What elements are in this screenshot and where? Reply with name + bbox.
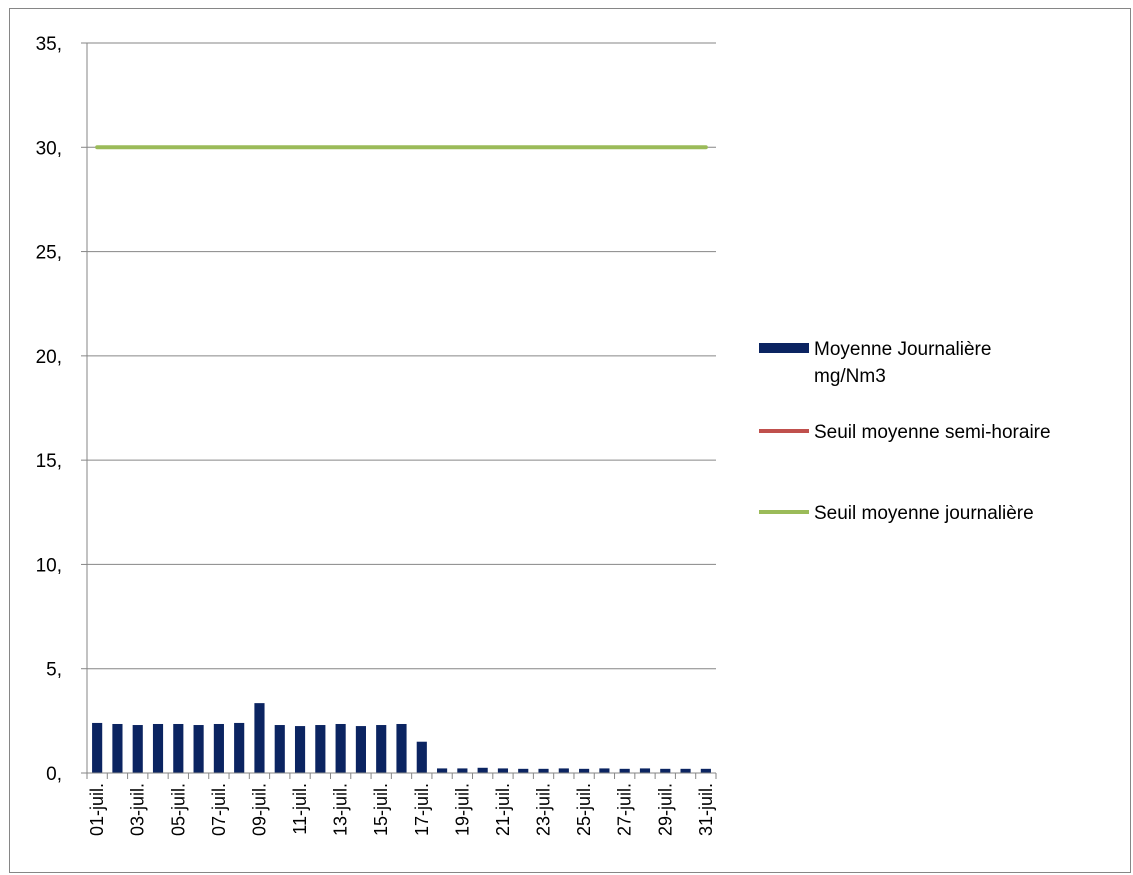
bar [497,768,509,773]
bar [315,725,326,773]
bar [132,725,143,773]
bar [639,768,651,773]
legend-label: Moyenne Journalière [814,339,991,360]
gridlines [87,42,716,670]
bar [599,768,610,773]
bar [619,768,630,773]
legend-item: Seuil moyenne semi-horaire [759,422,1051,443]
bar [213,723,224,773]
legend-swatch [759,343,809,353]
bar [376,725,387,773]
bar [558,768,569,773]
legend-label: Seuil moyenne semi-horaire [814,422,1051,443]
x-tick-label: 31-juil. [696,783,716,836]
y-tick-label: 15, [36,451,62,472]
x-tick-label: 09-juil. [249,783,269,836]
x-tick-label: 29-juil. [655,783,675,836]
x-tick-label: 01-juil. [87,783,107,836]
bar-series [92,703,711,773]
bar [335,723,346,773]
bar [680,768,691,773]
y-tick-labels: 0, 5, 10, 15, 20, 25, 30, 35, [36,34,62,785]
bar [416,741,427,773]
x-tick-label: 25-juil. [574,783,594,836]
legend: Moyenne Journalière mg/Nm3 Seuil moyenne s… [759,339,1051,524]
bar [660,768,671,773]
legend-label: mg/Nm3 [814,366,886,387]
x-tick-labels: 01-juil. 03-juil. 05-juil. 07-juil. 09-juil.… [87,783,716,836]
x-tick-label: 11-juil. [290,783,310,835]
y-tick-label: 0, [46,764,62,785]
x-tick-label: 15-juil. [371,783,391,836]
x-tick-label: 03-juil. [128,783,148,836]
chart-frame: 0, 5, 10, 15, 20, 25, 30, 35, 01-juil. 03-juil. 0… [9,8,1131,873]
bar [173,723,184,773]
legend-label: Seuil moyenne journalière [814,503,1034,524]
bar [193,725,204,773]
y-tick-label: 35, [36,34,62,55]
y-tick-label: 25, [36,243,62,264]
bar [234,722,245,773]
x-tick-label: 07-juil. [209,783,229,836]
y-tick-label: 20, [36,347,62,368]
x-tick-label: 21-juil. [493,783,513,836]
bar [254,703,265,773]
x-tick-label: 27-juil. [615,783,635,836]
y-tick-label: 30, [36,138,62,159]
bar [294,726,306,773]
bar [92,722,103,773]
bar [274,725,285,773]
legend-item: Seuil moyenne journalière [759,503,1034,524]
bar [538,768,549,773]
axes [81,42,717,779]
bar [152,723,164,773]
chart-svg: 0,5,10,15,20,25,30,35, 01-juil. 03-juil. 0… [36,34,1051,836]
bar [112,723,123,773]
x-tick-label: 17-juil. [412,783,432,836]
x-tick-label: 23-juil. [534,783,554,836]
bar [355,726,366,773]
y-tick-label: 5, [46,660,62,681]
bar [700,768,711,773]
bar [437,768,448,773]
bar [518,768,529,773]
bar [579,768,590,773]
y-tick-label: 10, [36,555,62,576]
bar [457,768,468,773]
legend-item: Moyenne Journalière mg/Nm3 [759,339,991,387]
bar [477,767,488,773]
x-tick-label: 05-juil. [168,783,188,836]
bar [396,723,407,773]
x-tick-label: 13-juil. [331,783,351,836]
x-tick-label: 19-juil. [452,783,472,836]
